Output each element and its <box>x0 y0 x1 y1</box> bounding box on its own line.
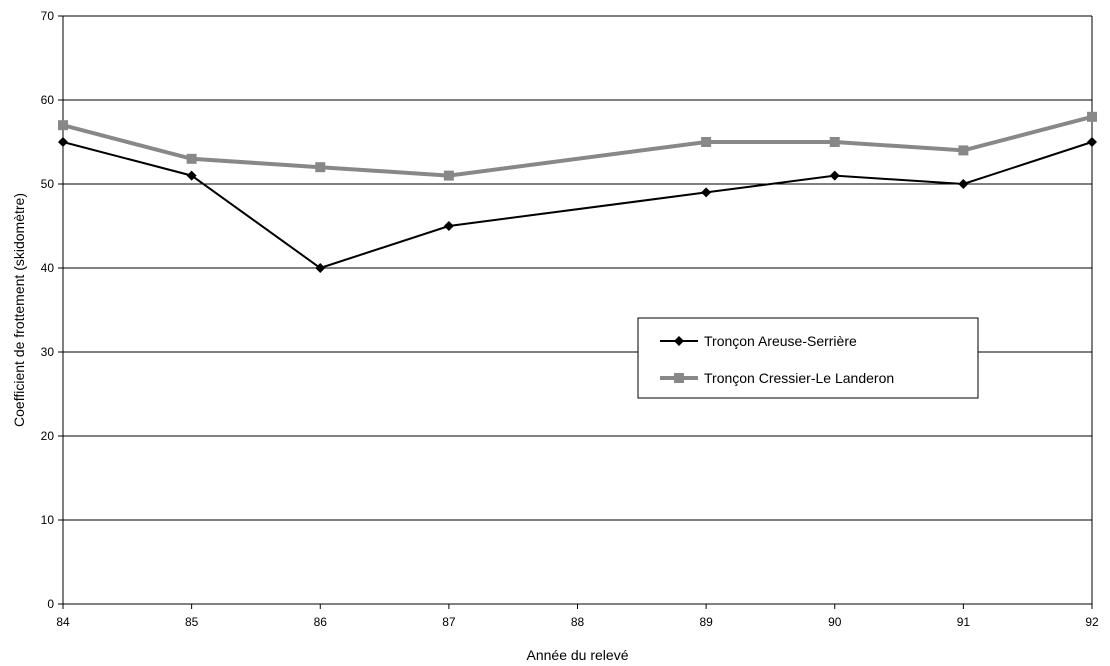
legend: Tronçon Areuse-Serrière Tronçon Cressier-… <box>637 317 979 399</box>
y-tick-label: 60 <box>41 93 55 107</box>
axes <box>58 15 1093 609</box>
x-tick-label: 84 <box>56 615 70 629</box>
y-tick-labels: 0 10 20 30 40 50 60 70 <box>41 9 55 611</box>
data-point <box>315 162 326 173</box>
series-line <box>62 114 1093 178</box>
y-tick-label: 20 <box>41 429 55 443</box>
data-point <box>58 120 68 131</box>
x-tick-label: 89 <box>699 615 713 629</box>
data-point <box>1087 137 1097 147</box>
y-tick-label: 40 <box>41 261 55 275</box>
series-layer <box>58 111 1097 273</box>
data-point <box>701 137 712 147</box>
x-tick-label: 88 <box>571 615 585 629</box>
data-point <box>958 145 969 156</box>
x-tick-label: 92 <box>1085 615 1099 629</box>
legend-marker <box>674 336 684 346</box>
series-line <box>62 141 1093 270</box>
data-point <box>958 179 969 189</box>
data-point <box>829 137 840 147</box>
x-tick-label: 86 <box>314 615 328 629</box>
legend-label: Tronçon Areuse-Serrière <box>704 333 857 349</box>
data-point <box>315 263 326 273</box>
legend-item: Tronçon Cressier-Le Landeron <box>660 370 894 386</box>
x-tick-labels: 84 85 86 87 88 89 90 91 92 <box>56 615 1099 629</box>
y-tick-label: 30 <box>41 345 55 359</box>
data-point <box>443 221 454 231</box>
data-point <box>829 170 840 181</box>
data-point <box>186 170 197 181</box>
gridlines <box>63 15 1092 521</box>
x-axis-title: Année du relevé <box>527 647 629 663</box>
x-tick-label: 90 <box>828 615 842 629</box>
y-tick-label: 10 <box>41 513 55 527</box>
y-tick-label: 0 <box>47 597 54 611</box>
legend-marker <box>674 373 684 383</box>
legend-box <box>637 317 979 399</box>
data-point <box>443 170 454 181</box>
data-point <box>186 153 197 164</box>
series-2 <box>58 111 1097 181</box>
y-axis-title: Coefficient de frottement (skidomètre) <box>11 193 27 427</box>
x-tick-label: 87 <box>442 615 456 629</box>
series-1 <box>58 137 1097 273</box>
data-point <box>701 187 712 198</box>
data-point <box>1087 111 1097 122</box>
y-tick-label: 50 <box>41 177 55 191</box>
data-point <box>58 137 68 147</box>
y-tick-label: 70 <box>41 9 55 23</box>
legend-item: Tronçon Areuse-Serrière <box>660 333 857 349</box>
legend-label: Tronçon Cressier-Le Landeron <box>704 370 894 386</box>
x-tick-label: 91 <box>957 615 971 629</box>
x-tick-label: 85 <box>185 615 199 629</box>
